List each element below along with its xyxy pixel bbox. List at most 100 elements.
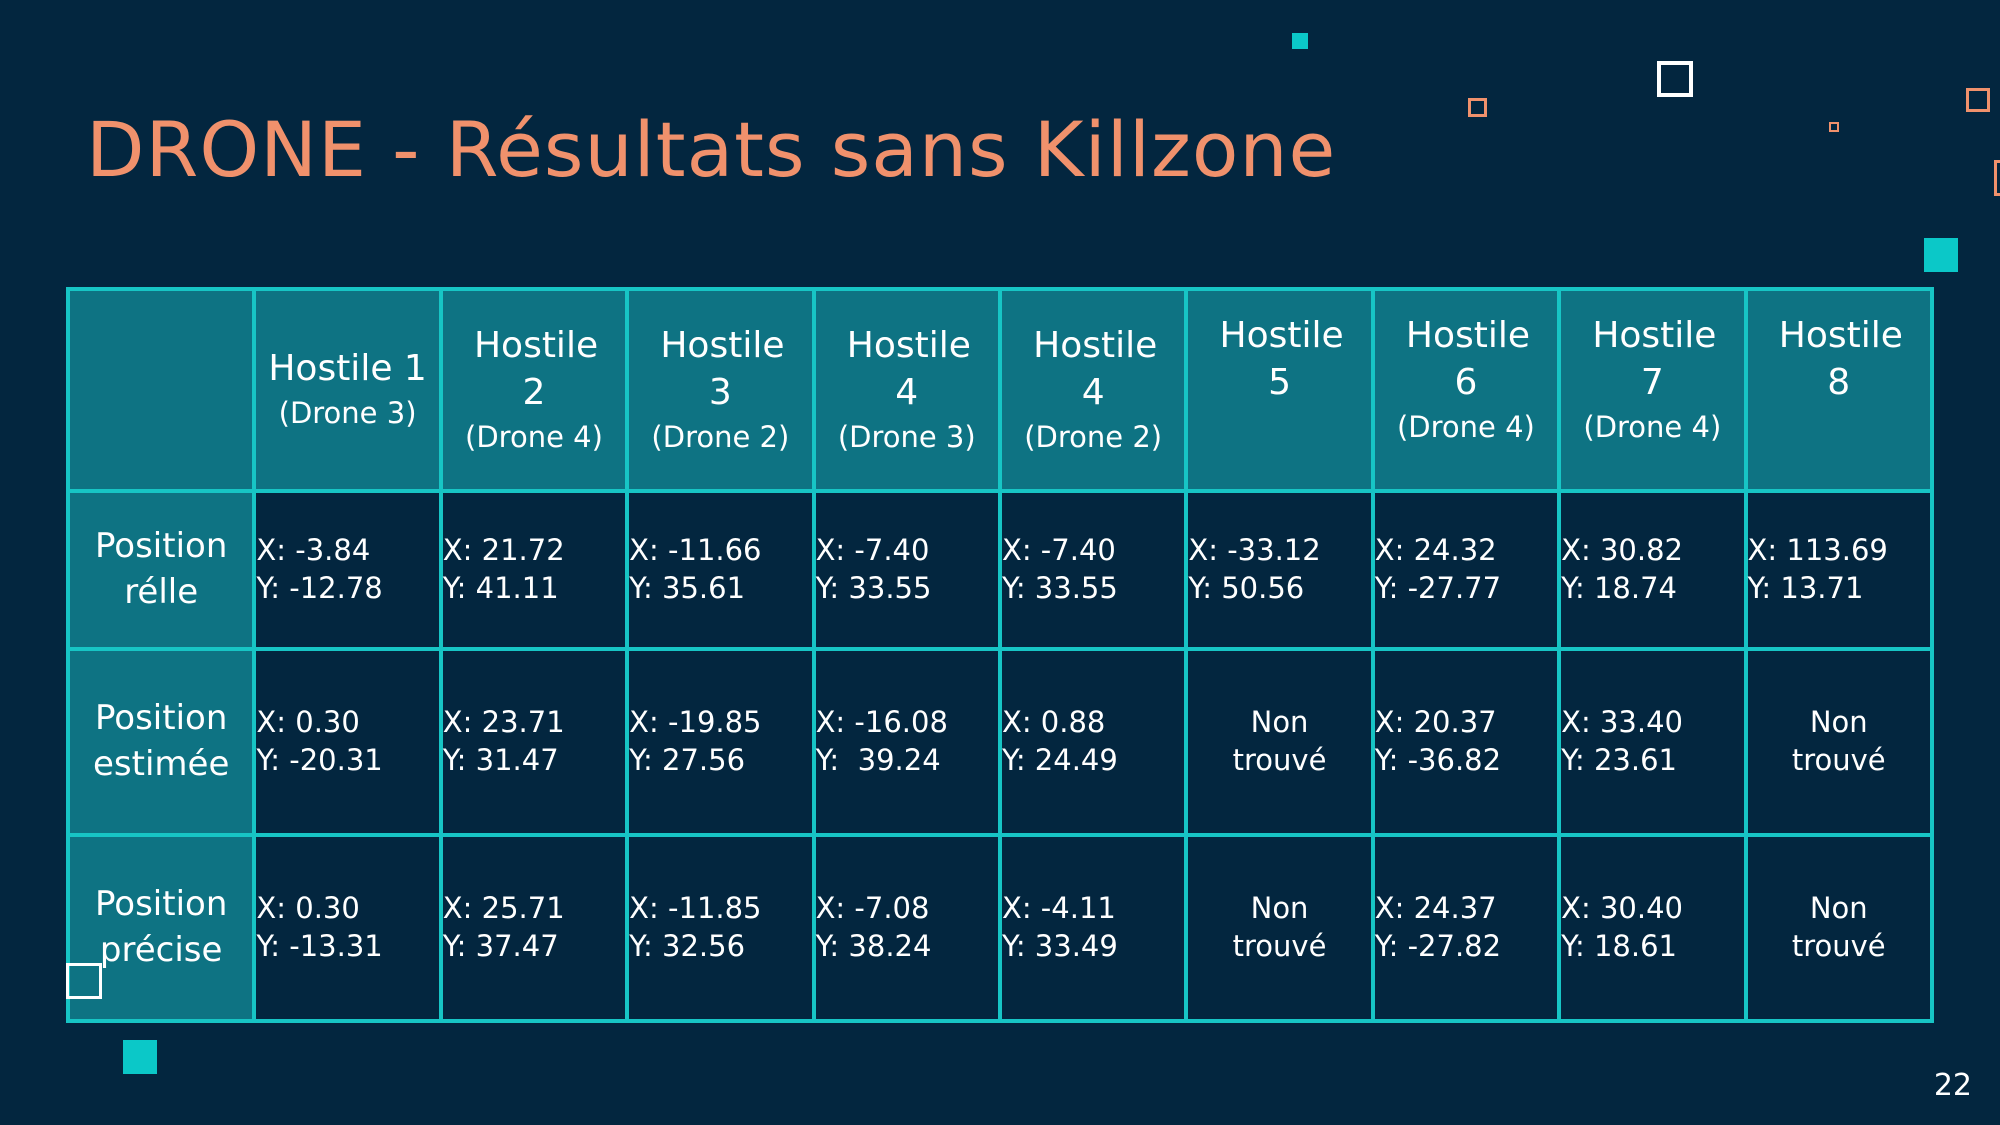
row-label-text: Position estimée [93,698,230,784]
column-header-name: Hostile 5 [1219,315,1344,403]
column-header: Hostile 4 (Drone 2) [997,287,1189,493]
column-header-drone: (Drone 4) [465,419,603,454]
table-header-row: Hostile 1 (Drone 3) Hostile 2 (Drone 4) Ho… [65,287,1935,493]
cell-y: Y: 33.55 [815,571,932,605]
table-cell: X: 30.82 Y: 18.74 [1557,489,1748,651]
decor-square-cyan-bottom [123,1040,157,1074]
row-label: Position estimée [65,647,257,837]
cell-y: Y: 24.49 [1001,743,1118,777]
column-header-name: Hostile 8 [1778,315,1903,403]
table-row-position-estimee: Position estimée X: 0.30 Y: -20.31 X: 23.… [65,647,1935,837]
cell-x: X: -3.84 [256,533,371,568]
column-header-name: Hostile 7 [1592,315,1717,403]
cell-x: X: 33.40 [1561,705,1684,740]
cell-y: Y: -12.78 [256,571,383,605]
cell-y: Y: 27.56 [629,743,746,777]
column-header: Hostile 6 (Drone 4) [1370,287,1562,493]
column-header-drone: (Drone 4) [1583,409,1722,444]
column-header: Hostile 8 [1743,287,1935,493]
cell-y: Y: 37.47 [442,929,559,963]
cell-y: Y: 31.47 [442,743,559,777]
cell-x: X: 113.69 [1747,533,1888,568]
decor-square-orange-outline [1468,98,1487,117]
decor-square-orange-edge [1966,88,1990,112]
cell-x: X: 25.71 [442,891,565,926]
cell-x: X: 24.32 [1374,533,1497,568]
cell-y: Y: 13.71 [1747,571,1864,605]
cell-y: Y: 33.55 [1001,571,1118,605]
column-header-drone: (Drone 2) [651,419,790,454]
cell-x: X: -19.85 [629,705,762,740]
cell-x: X: -7.40 [815,533,930,568]
decor-square-orange-cut [1994,160,2000,196]
cell-x: Non [1250,891,1309,926]
table-cell: X: 23.71 Y: 31.47 [438,647,630,837]
table-cell: X: -11.85 Y: 32.56 [625,833,816,1023]
cell-x: X: 24.37 [1374,891,1497,926]
cell-x: X: -7.40 [1001,533,1116,568]
row-label-text: Position rélle [94,526,228,612]
table-cell: X: 24.37 Y: -27.82 [1370,833,1562,1023]
cell-x: X: 0.88 [1001,705,1106,740]
table-cell: Non trouvé [1743,833,1935,1023]
cell-x: X: 0.30 [256,891,360,926]
column-header: Hostile 5 [1184,287,1375,493]
table-cell: Non trouvé [1184,833,1375,1023]
cell-y: Y: -20.31 [256,743,383,777]
cell-y: Y: -36.82 [1374,743,1502,777]
column-header: Hostile 1 (Drone 3) [252,287,443,493]
table-cell: Non trouvé [1743,647,1935,837]
cell-y: trouvé [1791,929,1886,963]
cell-x: X: 30.40 [1561,891,1684,926]
results-table: Hostile 1 (Drone 3) Hostile 2 (Drone 4) Ho… [65,287,1935,1023]
row-label: Position rélle [65,489,257,651]
column-header-drone: (Drone 4) [1396,409,1535,444]
column-header: Hostile 2 (Drone 4) [438,287,630,493]
decor-square-cyan-small [1292,33,1308,49]
cell-x: X: -33.12 [1188,533,1321,568]
cell-y: Y: 39.24 [815,743,941,777]
cell-y: Y: -13.31 [256,929,383,963]
table-cell: X: 33.40 Y: 23.61 [1557,647,1748,837]
cell-y: trouvé [1232,929,1327,963]
table-row-position-reelle: Position rélle X: -3.84 Y: -12.78 X: 21.7… [65,489,1935,651]
page-number: 22 [1933,1068,1972,1103]
table-cell: X: 0.30 Y: -13.31 [252,833,443,1023]
cell-x: X: 21.72 [442,533,565,568]
cell-x: X: -16.08 [815,705,948,740]
table-row-position-precise: Position précise X: 0.30 Y: -13.31 X: 25.… [65,833,1935,1023]
cell-x: Non [1809,891,1868,926]
decor-square-orange-tiny [1829,122,1839,132]
table-cell: X: -11.66 Y: 35.61 [625,489,816,651]
table-cell: X: 21.72 Y: 41.11 [438,489,630,651]
cell-y: Y: 23.61 [1561,743,1677,777]
table-cell: X: -7.40 Y: 33.55 [811,489,1002,651]
table-corner-cell [65,287,257,493]
decor-square-white-outline [1657,61,1693,97]
column-header-drone: (Drone 3) [837,419,976,454]
table-cell: X: -4.11 Y: 33.49 [997,833,1189,1023]
cell-y: Y: 18.74 [1561,571,1677,605]
column-header-name: Hostile 4 [1033,324,1158,413]
slide-title: DRONE - Résultats sans Killzone [86,105,1337,194]
cell-x: X: -11.85 [629,891,762,926]
row-label: Position précise [65,833,257,1023]
cell-y: Y: 18.61 [1561,929,1677,963]
cell-x: X: -11.66 [629,533,762,568]
table-cell: X: 113.69 Y: 13.71 [1743,489,1935,651]
column-header: Hostile 3 (Drone 2) [625,287,816,493]
cell-x: X: 0.30 [256,705,360,740]
table-cell: X: -3.84 Y: -12.78 [252,489,443,651]
row-label-text: Position précise [94,884,228,970]
cell-y: Y: 35.61 [629,571,746,605]
cell-x: Non [1250,705,1309,740]
table-cell: X: 0.88 Y: 24.49 [997,647,1189,837]
cell-x: X: 23.71 [442,705,565,740]
cell-y: trouvé [1791,743,1886,777]
column-header: Hostile 4 (Drone 3) [811,287,1002,493]
cell-y: Y: -27.77 [1374,571,1502,605]
cell-y: Y: -27.82 [1374,929,1502,963]
cell-y: Y: 41.11 [442,571,559,605]
column-header-drone: (Drone 3) [278,396,417,431]
table-cell: Non trouvé [1184,647,1375,837]
